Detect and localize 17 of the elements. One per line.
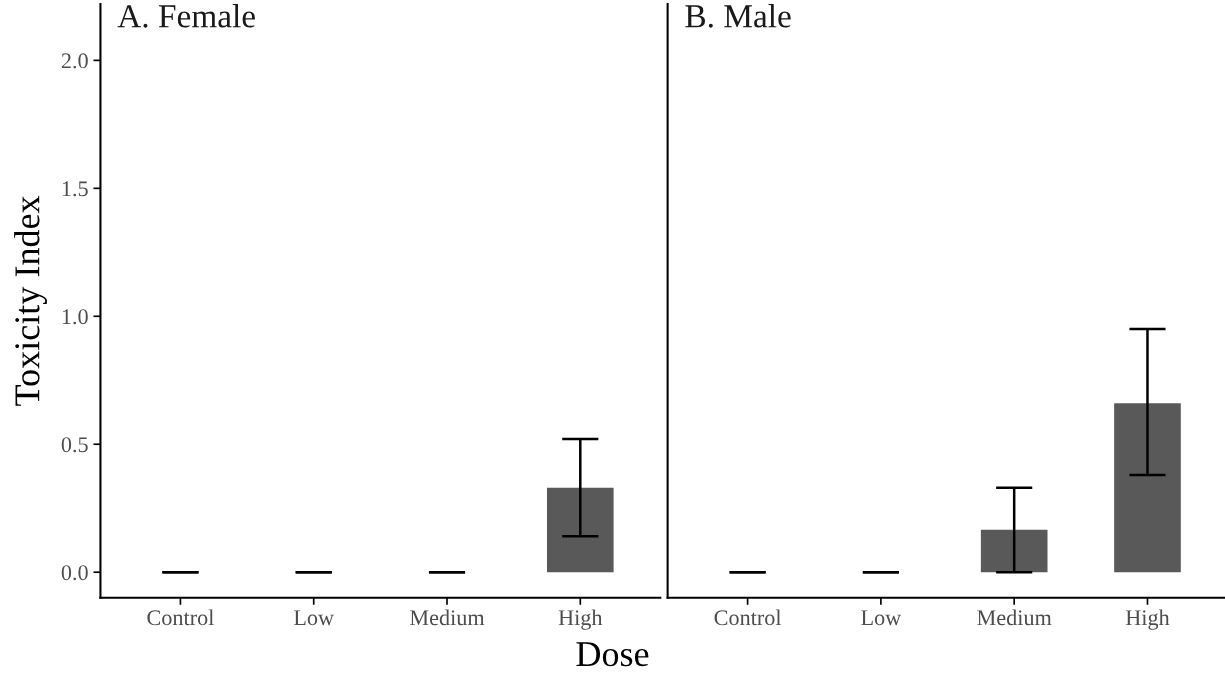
y-axis-title: Toxicity Index <box>14 195 47 406</box>
y-tick-label: 0.0 <box>61 565 88 581</box>
y-tick-label: 1.5 <box>62 181 88 197</box>
x-axis-title: Dose <box>576 642 649 667</box>
x-tick-label: Control <box>714 609 782 626</box>
chart-title: A. Female <box>117 4 255 28</box>
y-tick-label: 1.0 <box>62 309 88 325</box>
y-tick-label: 0.5 <box>61 437 88 453</box>
x-tick-label: Control <box>147 609 214 626</box>
x-tick-label: High <box>558 609 603 630</box>
y-tick-label: 2.0 <box>61 53 88 69</box>
x-tick-label: Medium <box>977 609 1052 626</box>
x-tick-label: Low <box>293 610 334 626</box>
x-tick-label: Low <box>861 610 902 626</box>
x-tick-label: Medium <box>409 609 485 626</box>
x-tick-label: High <box>1125 609 1170 630</box>
chart-title: B. Male <box>685 4 791 28</box>
